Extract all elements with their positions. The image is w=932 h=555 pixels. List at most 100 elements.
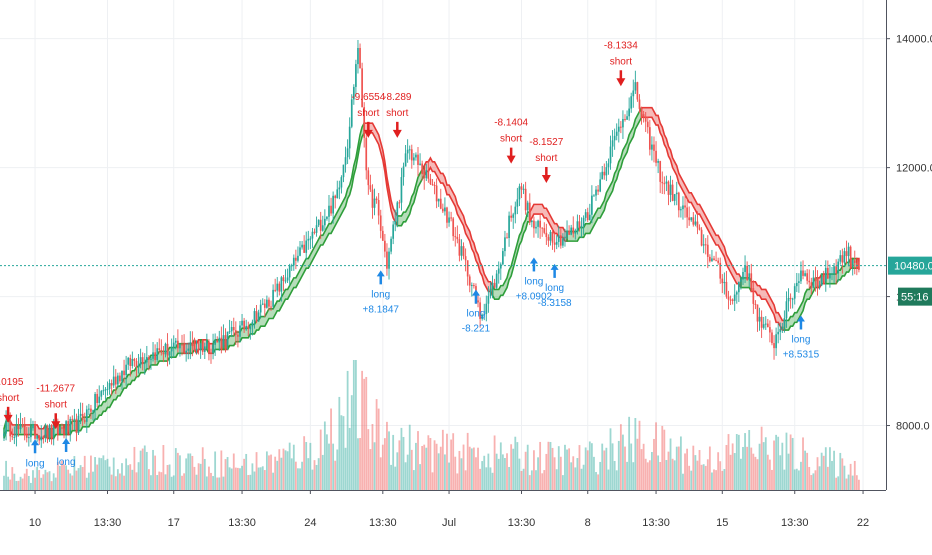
volume-bar — [160, 472, 163, 490]
candle-body — [588, 214, 591, 221]
volume-bar — [582, 464, 585, 490]
candle-body — [831, 273, 833, 275]
candle-body — [816, 280, 819, 286]
long-arrow-icon — [62, 437, 71, 444]
candle-body — [504, 237, 506, 252]
long-value: +8.5315 — [783, 349, 820, 360]
volume-bar — [332, 443, 335, 490]
candle-body — [377, 200, 380, 216]
volume-bar — [512, 448, 515, 490]
y-tick-label: 14000.0 — [896, 34, 932, 46]
candle-body — [241, 320, 243, 326]
candle-body — [535, 226, 537, 229]
candle-body — [251, 321, 254, 327]
candle-body — [357, 47, 359, 65]
candle-body — [48, 424, 51, 437]
candle-body — [785, 301, 788, 319]
volume-bar — [15, 480, 18, 490]
candle-body — [88, 408, 90, 410]
volume-bar — [212, 476, 214, 490]
candle-body — [338, 187, 341, 190]
volume-bar — [630, 443, 633, 490]
volume-bar — [468, 446, 471, 490]
volume-bar — [106, 458, 109, 490]
x-tick-label: 17 — [168, 517, 180, 529]
volume-bar — [597, 474, 599, 490]
volume-bar — [694, 455, 697, 490]
candle-body — [537, 220, 539, 227]
candle-body — [100, 391, 103, 397]
candle-body — [38, 435, 41, 441]
candle-body — [208, 341, 210, 353]
volume-bar — [829, 447, 831, 490]
candle-body — [179, 344, 181, 349]
candle-body — [626, 116, 628, 120]
volume-bar — [369, 449, 372, 490]
volume-bar — [402, 436, 405, 490]
volume-bar — [226, 457, 229, 490]
volume-bar — [460, 458, 463, 490]
candle-body — [433, 184, 436, 186]
volume-bar — [661, 425, 664, 490]
volume-bar — [706, 459, 709, 490]
candle-body — [365, 137, 368, 171]
volume-bar — [176, 452, 179, 490]
short-label: short — [0, 393, 19, 404]
volume-bar — [634, 418, 637, 490]
candle-body — [582, 217, 585, 226]
volume-bar — [535, 470, 537, 490]
candle-body — [570, 227, 573, 235]
volume-bar — [472, 447, 475, 490]
volume-bar — [203, 458, 206, 490]
volume-bar — [493, 435, 496, 490]
candle-body — [384, 240, 386, 252]
volume-bar — [682, 473, 684, 490]
volume-bar — [771, 469, 773, 490]
candle-body — [518, 186, 521, 200]
volume-bar — [168, 464, 171, 490]
volume-bar — [593, 456, 595, 490]
volume-bar — [659, 462, 662, 490]
volume-bar — [584, 447, 587, 490]
volume-bar — [75, 470, 78, 490]
candle-body — [404, 153, 407, 167]
candle-body — [576, 221, 579, 231]
candle-body — [526, 202, 529, 211]
volume-bar — [562, 475, 564, 490]
volume-bar — [429, 438, 432, 490]
x-tick-label: 8 — [585, 517, 591, 529]
volume-bar — [617, 440, 620, 490]
volume-bar — [648, 460, 651, 490]
candle-body — [197, 348, 200, 350]
candle-body — [148, 356, 150, 360]
volume-bar — [744, 433, 746, 490]
volume-bar — [514, 436, 517, 490]
volume-bar — [102, 455, 105, 490]
candle-body — [79, 413, 82, 416]
volume-bar — [653, 438, 655, 490]
volume-bar — [781, 442, 784, 490]
candle-body — [781, 326, 784, 329]
candle-body — [9, 420, 12, 437]
long-arrow-icon — [529, 257, 538, 264]
volume-bar — [234, 467, 237, 490]
volume-bar — [276, 460, 279, 490]
volume-bar — [185, 458, 188, 490]
candle-body — [369, 185, 372, 190]
volume-bar — [758, 443, 761, 490]
volume-bar — [646, 462, 649, 490]
volume-bar — [313, 460, 316, 490]
volume-bar — [44, 469, 47, 490]
volume-bar — [191, 455, 194, 490]
candle-body — [85, 409, 88, 422]
candle-body — [25, 434, 28, 438]
volume-bar — [73, 456, 76, 490]
candle-body — [470, 285, 473, 287]
candle-body — [127, 357, 130, 365]
candle-body — [400, 177, 403, 203]
short-value: -8.1334 — [604, 40, 638, 51]
volume-bar — [46, 472, 49, 490]
candle-body — [680, 209, 682, 211]
volume-bar — [824, 447, 827, 490]
